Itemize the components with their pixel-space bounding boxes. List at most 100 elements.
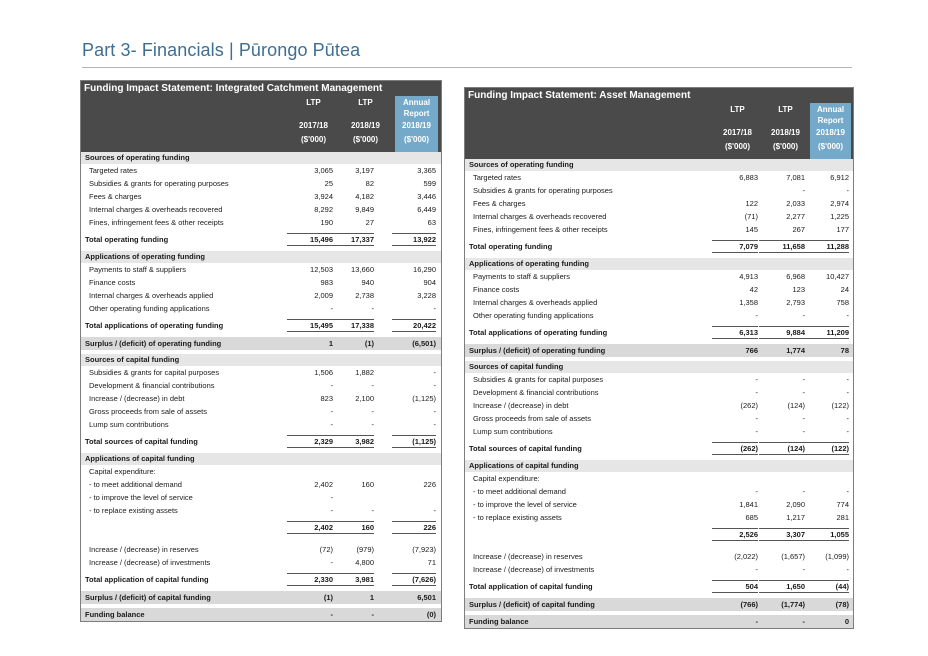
cell-value: 42 xyxy=(749,285,758,294)
row-label: Applications of operating funding xyxy=(85,252,205,261)
cell-value: 1 xyxy=(369,593,374,602)
table-row: - to replace existing assets - - - xyxy=(81,504,441,517)
cell-value: 267 xyxy=(792,225,805,234)
cell-value: 1,841 xyxy=(739,500,758,509)
cell-value: - xyxy=(371,420,375,429)
column-ltp-2018: LTP 2018/19 ($'000) xyxy=(763,103,808,159)
column-annual-report-2018: Annual Report 2018/19 ($'000) xyxy=(810,103,851,159)
cell-value: 3,446 xyxy=(417,192,436,201)
cell-value: 2,402 xyxy=(314,480,333,489)
table-row: Lump sum contributions - - - xyxy=(465,425,853,438)
cell-value: 7,081 xyxy=(786,173,805,182)
cell-value: 226 xyxy=(423,480,436,489)
cell-value: 13,660 xyxy=(351,265,374,274)
row-label: Lump sum contributions xyxy=(89,420,169,429)
cell-value: - xyxy=(802,487,806,496)
cell-value: 758 xyxy=(836,298,849,307)
header-line: LTP xyxy=(778,105,793,114)
cell-value: 7,079 xyxy=(712,240,758,253)
table-row: Subsidies & grants for operating purpose… xyxy=(465,184,853,197)
cell-value: - xyxy=(433,304,437,313)
row-label: Sources of capital funding xyxy=(469,362,564,371)
cell-value: 3,981 xyxy=(328,573,374,586)
cell-value: - xyxy=(330,493,334,502)
header-line: 2018/19 xyxy=(402,121,431,130)
row-label: Applications of operating funding xyxy=(469,259,589,268)
cell-value: (1) xyxy=(323,593,333,602)
section-heading-row: Sources of capital funding xyxy=(465,361,853,373)
cell-value: 25 xyxy=(324,179,333,188)
cell-value: 281 xyxy=(836,513,849,522)
row-label: Applications of capital funding xyxy=(469,461,579,470)
table-title: Funding Impact Statement: Asset Manageme… xyxy=(465,88,853,103)
cell-value: (44) xyxy=(805,580,849,593)
table-row: Finance costs 983 940 904 xyxy=(81,276,441,289)
row-label: Increase / (decrease) in reserves xyxy=(473,552,583,561)
section-heading-row: Sources of operating funding xyxy=(81,152,441,164)
cell-value: 685 xyxy=(745,513,758,522)
cell-value: (262) xyxy=(740,401,758,410)
table-row: Subsidies & grants for operating purpose… xyxy=(81,177,441,190)
table-row: Capital expenditure: xyxy=(81,465,441,478)
row-label: - to meet additional demand xyxy=(89,480,182,489)
cell-value: 177 xyxy=(836,225,849,234)
cell-value: 3,982 xyxy=(328,435,374,448)
total-row: Total sources of capital funding (262) (12… xyxy=(465,442,853,456)
cell-value: 71 xyxy=(427,558,436,567)
row-label: Internal charges & overheads applied xyxy=(89,291,214,300)
header-line: ($'000) xyxy=(403,135,430,144)
cell-value: - xyxy=(371,506,375,515)
cell-value: 2,033 xyxy=(786,199,805,208)
cell-value: (1,774) xyxy=(781,600,805,609)
row-label: Fees & charges xyxy=(89,192,142,201)
cell-value: 27 xyxy=(365,218,374,227)
section-heading-row: Sources of capital funding xyxy=(81,354,441,366)
row-label: Other operating funding applications xyxy=(473,311,594,320)
cell-value: - xyxy=(846,375,850,384)
header-line: ($'000) xyxy=(300,135,327,144)
cell-value: 160 xyxy=(328,521,374,534)
table-row: Lump sum contributions - - - xyxy=(81,418,441,431)
summary-row: Surplus / (deficit) of operating funding… xyxy=(81,337,441,350)
header-line: Report xyxy=(403,109,430,118)
cell-value: (1) xyxy=(364,339,374,348)
cell-value: 3,065 xyxy=(314,166,333,175)
table-row: Development & financial contributions - - - xyxy=(81,379,441,392)
row-label: Total sources of capital funding xyxy=(469,444,582,453)
cell-value: 2,974 xyxy=(830,199,849,208)
table-body: Sources of operating funding Targeted rat… xyxy=(465,159,853,628)
table-header: LTP 2017/18 ($'000) LTP 2018/19 ($'000) … xyxy=(465,103,853,159)
cell-value: 6,883 xyxy=(739,173,758,182)
cell-value: 2,402 xyxy=(287,521,333,534)
row-label: Gross proceeds from sale of assets xyxy=(473,414,591,423)
cell-value: 1,358 xyxy=(739,298,758,307)
cell-value: (6,501) xyxy=(412,339,436,348)
table-row: Other operating funding applications - - - xyxy=(465,309,853,322)
cell-value: 6,313 xyxy=(712,326,758,339)
cell-value: 2,329 xyxy=(287,435,333,448)
table-row: Fines, infringement fees & other receipt… xyxy=(465,223,853,236)
cell-value: 983 xyxy=(320,278,333,287)
total-row: Total applications of operating funding 1… xyxy=(81,319,441,333)
cell-value: 8,292 xyxy=(314,205,333,214)
cell-value: 6,449 xyxy=(417,205,436,214)
cell-value: 3,228 xyxy=(417,291,436,300)
cell-value: 160 xyxy=(361,480,374,489)
cell-value: - xyxy=(371,407,375,416)
table-row: Targeted rates 3,065 3,197 3,365 xyxy=(81,164,441,177)
table-row: Finance costs 42 123 24 xyxy=(465,283,853,296)
cell-value: (766) xyxy=(740,600,758,609)
section-heading-row: Applications of capital funding xyxy=(465,460,853,472)
table-row: Gross proceeds from sale of assets - - - xyxy=(81,405,441,418)
row-label: Targeted rates xyxy=(473,173,521,182)
cell-value: 1,774 xyxy=(786,346,805,355)
row-label: Fees & charges xyxy=(473,199,526,208)
row-label: Subsidies & grants for capital purposes xyxy=(473,375,604,384)
table-row: Internal charges & overheads applied 2,00… xyxy=(81,289,441,302)
cell-value: 6,501 xyxy=(417,593,436,602)
cell-value: - xyxy=(330,407,334,416)
row-label: Development & financial contributions xyxy=(89,381,215,390)
cell-value: - xyxy=(802,375,806,384)
cell-value: (979) xyxy=(356,545,374,554)
row-label: Internal charges & overheads recovered xyxy=(89,205,223,214)
